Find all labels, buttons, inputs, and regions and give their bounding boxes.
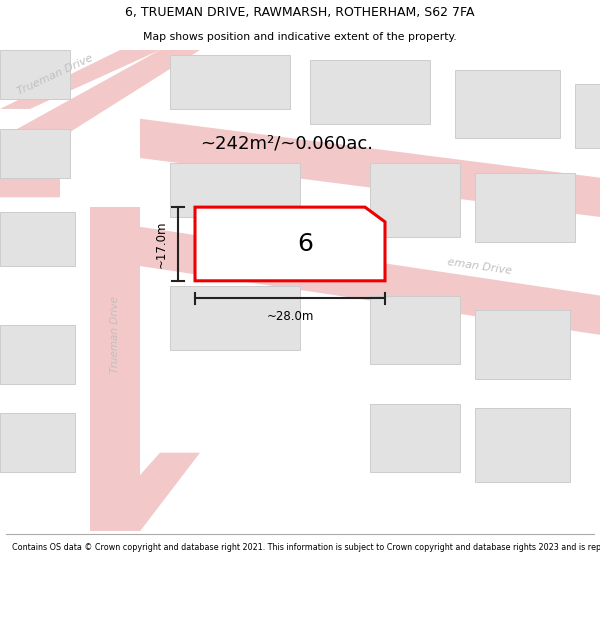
Polygon shape: [170, 286, 300, 349]
Polygon shape: [170, 55, 290, 109]
Polygon shape: [170, 163, 300, 217]
Text: 6, TRUEMAN DRIVE, RAWMARSH, ROTHERHAM, S62 7FA: 6, TRUEMAN DRIVE, RAWMARSH, ROTHERHAM, S…: [125, 6, 475, 19]
Text: 6: 6: [297, 232, 313, 256]
Text: Trueman Drive: Trueman Drive: [110, 296, 120, 373]
Polygon shape: [195, 207, 385, 281]
Polygon shape: [90, 207, 140, 531]
Polygon shape: [0, 212, 75, 266]
Polygon shape: [0, 413, 75, 472]
Text: ~242m²/~0.060ac.: ~242m²/~0.060ac.: [200, 134, 373, 152]
Text: ~17.0m: ~17.0m: [155, 220, 168, 268]
Polygon shape: [455, 69, 560, 138]
Polygon shape: [140, 227, 600, 335]
Text: Contains OS data © Crown copyright and database right 2021. This information is : Contains OS data © Crown copyright and d…: [12, 542, 600, 551]
Polygon shape: [0, 325, 75, 384]
Text: ~28.0m: ~28.0m: [266, 310, 314, 323]
Polygon shape: [370, 163, 460, 237]
Polygon shape: [475, 173, 575, 241]
Polygon shape: [370, 296, 460, 364]
Polygon shape: [90, 452, 200, 531]
Polygon shape: [0, 50, 200, 198]
Polygon shape: [370, 404, 460, 472]
Polygon shape: [575, 84, 600, 148]
Text: Map shows position and indicative extent of the property.: Map shows position and indicative extent…: [143, 32, 457, 43]
Text: eman Drive: eman Drive: [447, 257, 513, 276]
Polygon shape: [475, 409, 570, 482]
Text: Trueman Drive: Trueman Drive: [16, 52, 94, 96]
Polygon shape: [310, 60, 430, 124]
Polygon shape: [475, 310, 570, 379]
Polygon shape: [0, 50, 70, 99]
Polygon shape: [0, 129, 70, 178]
Polygon shape: [140, 119, 600, 217]
Polygon shape: [0, 50, 160, 109]
